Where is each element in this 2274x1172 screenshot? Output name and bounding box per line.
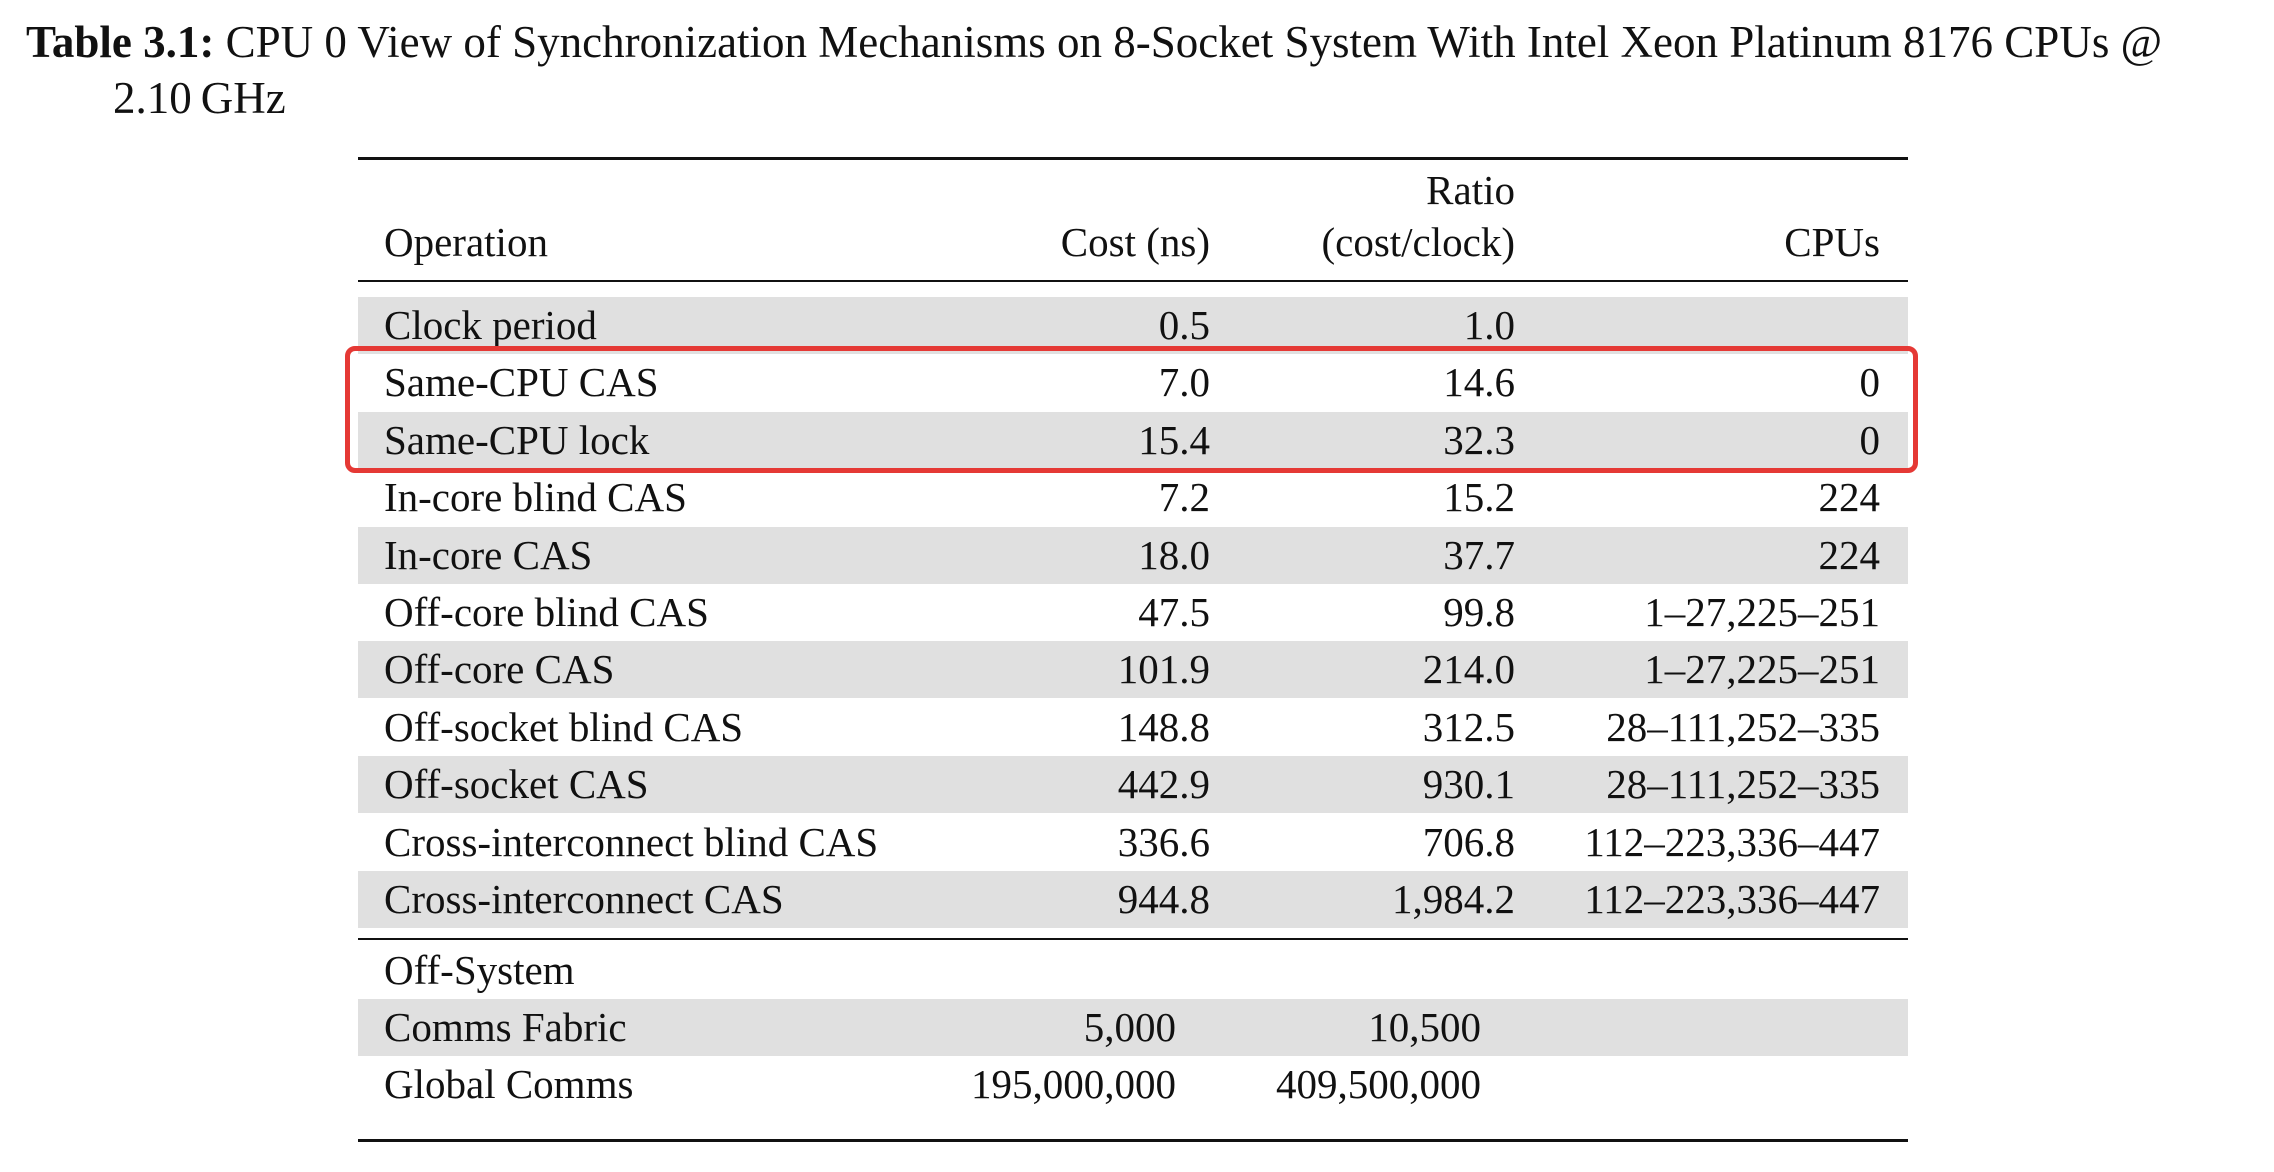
ratio-cell: 10,500 <box>1368 1004 1481 1050</box>
header-operation: Operation <box>384 219 548 265</box>
ratio-cell: 409,500,000 <box>1276 1061 1481 1107</box>
cpus-cell: 0 <box>1859 417 1881 463</box>
cost-cell: 442.9 <box>1117 761 1210 807</box>
ratio-cell: 1.0 <box>1463 302 1515 348</box>
ratio-cell: 15.2 <box>1443 474 1515 520</box>
operation-cell: Clock period <box>384 302 597 348</box>
table-row: Cross-interconnect CAS 944.8 1,984.2 112–22… <box>358 871 1908 928</box>
table-row: Off-socket CAS 442.9 930.1 28–111,252–335 <box>358 756 1908 813</box>
off-system-heading: Off-System <box>384 947 575 993</box>
cpus-cell: 224 <box>1818 532 1881 578</box>
table-row: Same-CPU lock 15.4 32.3 0 <box>358 412 1908 469</box>
cost-cell: 47.5 <box>1138 589 1210 635</box>
cost-cell: 944.8 <box>1117 876 1210 922</box>
section-rule <box>358 938 1908 940</box>
ratio-cell: 99.8 <box>1443 589 1515 635</box>
operation-cell: Same-CPU lock <box>384 417 650 463</box>
table-caption: Table 3.1: CPU 0 View of Synchronization… <box>26 14 2256 126</box>
ratio-cell: 32.3 <box>1443 417 1515 463</box>
cpus-cell: 28–111,252–335 <box>1606 704 1880 750</box>
off-system-heading-row: Off-System <box>358 942 1908 999</box>
cpus-cell: 112–223,336–447 <box>1584 876 1880 922</box>
cost-cell: 15.4 <box>1138 417 1210 463</box>
operation-cell: In-core blind CAS <box>384 474 687 520</box>
ratio-cell: 37.7 <box>1443 532 1515 578</box>
header-ratio-top: Ratio <box>1426 167 1515 213</box>
operation-cell: Off-socket CAS <box>384 761 649 807</box>
header-ratio-bottom: (cost/clock) <box>1321 219 1515 265</box>
table-row: In-core CAS 18.0 37.7 224 <box>358 527 1908 584</box>
table-row: Clock period 0.5 1.0 <box>358 297 1908 354</box>
table-row: Off-core CAS 101.9 214.0 1–27,225–251 <box>358 641 1908 698</box>
cpus-cell: 1–27,225–251 <box>1644 646 1880 692</box>
operation-cell: Off-socket blind CAS <box>384 704 744 750</box>
header-cost: Cost (ns) <box>1060 219 1210 265</box>
header-cpus: CPUs <box>1784 219 1880 265</box>
operation-cell: Global Comms <box>384 1061 634 1107</box>
cost-cell: 101.9 <box>1117 646 1210 692</box>
ratio-cell: 930.1 <box>1422 761 1515 807</box>
ratio-cell: 1,984.2 <box>1392 876 1515 922</box>
cost-cell: 18.0 <box>1138 532 1210 578</box>
operation-cell: Comms Fabric <box>384 1004 627 1050</box>
cost-cell: 0.5 <box>1158 302 1210 348</box>
header-rule <box>358 280 1908 282</box>
table-row: Cross-interconnect blind CAS 336.6 706.8 11… <box>358 814 1908 871</box>
off-system-row: Comms Fabric 5,000 10,500 <box>358 999 1908 1056</box>
cost-cell: 5,000 <box>1083 1004 1176 1050</box>
off-system-row: Global Comms 195,000,000 409,500,000 <box>358 1056 1908 1113</box>
ratio-cell: 706.8 <box>1422 819 1515 865</box>
cost-cell: 336.6 <box>1117 819 1210 865</box>
top-rule <box>358 157 1908 160</box>
cost-cell: 195,000,000 <box>971 1061 1176 1107</box>
caption-text: CPU 0 View of Synchronization Mechanisms… <box>225 17 2163 67</box>
cost-cell: 7.0 <box>1158 359 1210 405</box>
cpus-cell: 224 <box>1818 474 1881 520</box>
cpus-cell: 112–223,336–447 <box>1584 819 1880 865</box>
bottom-rule <box>358 1139 1908 1142</box>
operation-cell: Same-CPU CAS <box>384 359 659 405</box>
cpus-cell: 1–27,225–251 <box>1644 589 1880 635</box>
operation-cell: Cross-interconnect blind CAS <box>384 819 879 865</box>
operation-cell: Off-core CAS <box>384 646 615 692</box>
table-row: Off-socket blind CAS 148.8 312.5 28–111,252… <box>358 699 1908 756</box>
caption-label: Table 3.1: <box>26 17 215 67</box>
operation-cell: Off-core blind CAS <box>384 589 709 635</box>
table-row: In-core blind CAS 7.2 15.2 224 <box>358 469 1908 526</box>
operation-cell: In-core CAS <box>384 532 593 578</box>
ratio-cell: 14.6 <box>1443 359 1515 405</box>
ratio-cell: 312.5 <box>1422 704 1515 750</box>
cpus-cell: 0 <box>1859 359 1881 405</box>
operation-cell: Cross-interconnect CAS <box>384 876 784 922</box>
cost-cell: 148.8 <box>1117 704 1210 750</box>
ratio-cell: 214.0 <box>1422 646 1515 692</box>
cpus-cell: 28–111,252–335 <box>1606 761 1880 807</box>
table-row: Off-core blind CAS 47.5 99.8 1–27,225–251 <box>358 584 1908 641</box>
table-row: Same-CPU CAS 7.0 14.6 0 <box>358 354 1908 411</box>
cost-cell: 7.2 <box>1158 474 1210 520</box>
caption-text-continued: 2.10 GHz <box>113 73 286 123</box>
